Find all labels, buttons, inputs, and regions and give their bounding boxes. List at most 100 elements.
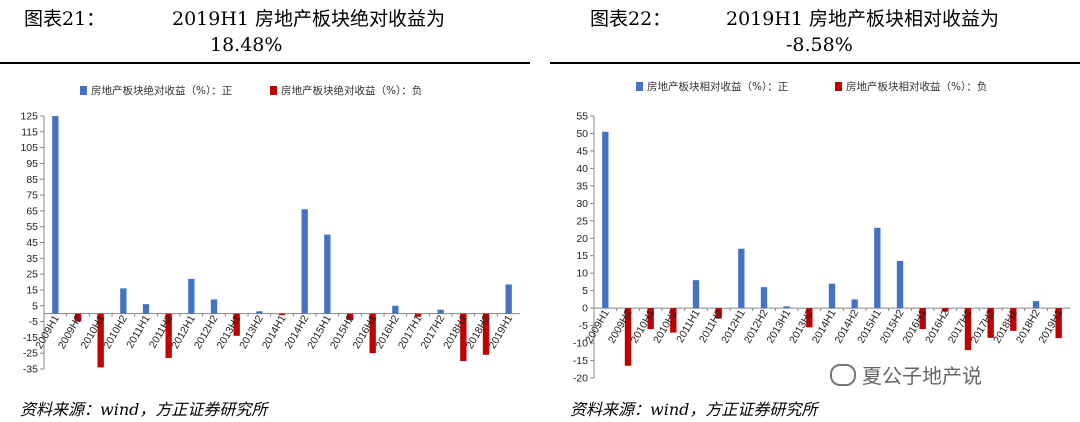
source-note: 资料来源：wind，方正证券研究所 (570, 400, 818, 419)
figure-label: 图表21： (24, 8, 106, 30)
bar (828, 283, 836, 309)
bar (964, 308, 972, 351)
bar (1010, 308, 1017, 331)
legend-swatch (80, 86, 87, 95)
bar (647, 308, 654, 330)
y-tick-label: 30 (576, 198, 588, 210)
figure-title: 2019H1 房地产板块相对收益为 (726, 8, 1000, 30)
bar (369, 313, 376, 354)
bar (437, 309, 444, 314)
y-tick-label: 55 (576, 111, 588, 123)
bar (482, 313, 490, 355)
bar (715, 308, 722, 319)
y-tick-label: 15 (26, 284, 38, 296)
y-tick-label: 5 (32, 300, 38, 312)
watermark-text: 夏公子地产说 (862, 364, 982, 388)
y-tick-label: -10 (573, 338, 588, 350)
bar (783, 306, 790, 309)
y-tick-label: 45 (26, 237, 38, 249)
y-tick-label: 105 (20, 142, 38, 154)
bar (346, 313, 354, 320)
y-tick-label: 65 (26, 205, 38, 217)
bar-chart-relative-return: 房地产板块相对收益（%）：正 房地产板块相对收益（%）：负 -20 -15 -10 -5 0… (573, 80, 1070, 385)
bar (602, 131, 609, 309)
bar (460, 313, 467, 362)
y-tick-label: 115 (21, 126, 38, 138)
y-tick-label: 85 (26, 174, 38, 186)
figure-title-value: -8.58% (786, 34, 853, 56)
legend-label: 房地产板块相对收益（%）：负 (846, 80, 987, 93)
chart-panel-relative: 图表22： 2019H1 房地产板块相对收益为 -8.58% 房地产板块相对收益… (550, 0, 1080, 422)
bar (392, 305, 399, 314)
bar (874, 227, 881, 309)
y-tick-label: 10 (576, 268, 588, 280)
legend-entry: 房地产板块相对收益（%）：负 (835, 80, 987, 93)
bar-chart-absolute-return: 房地产板块绝对收益（%）：正 房地产板块绝对收益（%）：负 -35 -25 -15 -5 5… (20, 84, 520, 376)
watermark: 夏公子地产说 (830, 360, 982, 389)
bar (670, 308, 677, 333)
y-tick-label: 20 (576, 233, 588, 245)
y-tick-label: 0 (582, 303, 588, 315)
bar (738, 248, 745, 309)
legend-entry: 房地产板块绝对收益（%）：负 (270, 84, 422, 97)
bar (942, 308, 949, 312)
title-rule (550, 62, 1080, 64)
bar (1032, 301, 1040, 309)
bar (324, 234, 331, 314)
y-tick-label: 35 (26, 253, 38, 265)
y-tick-label: 25 (576, 215, 588, 227)
y-tick-label: -5 (579, 320, 588, 332)
legend-swatch (835, 82, 842, 91)
bar (806, 308, 813, 328)
source-note: 资料来源：wind，方正证券研究所 (20, 400, 268, 419)
bar (505, 284, 512, 314)
y-tick-label: -20 (573, 373, 588, 385)
bar (624, 308, 632, 366)
legend-label: 房地产板块绝对收益（%）：负 (281, 84, 422, 97)
bar (256, 311, 263, 314)
y-tick-label: 50 (576, 128, 588, 140)
y-tick-label: 45 (576, 145, 588, 157)
bar (97, 313, 104, 368)
bar (987, 308, 994, 338)
bar (301, 209, 308, 314)
bar (210, 299, 218, 314)
y-tick-label: -35 (23, 364, 38, 376)
y-tick-label: 95 (26, 158, 38, 170)
bar (165, 313, 172, 358)
y-tick-label: -15 (573, 355, 588, 367)
bar (692, 280, 700, 309)
y-tick-label: 5 (582, 285, 588, 297)
bar (760, 287, 768, 309)
bar (919, 308, 926, 330)
legend-entry: 房地产板块相对收益（%）：正 (636, 80, 788, 93)
bar (851, 299, 858, 309)
bar (188, 278, 195, 314)
y-tick-label: 75 (26, 190, 38, 202)
bar (52, 116, 59, 314)
y-tick-label: -5 (29, 316, 38, 328)
bar (278, 313, 286, 316)
bar (74, 313, 82, 322)
figure-title: 2019H1 房地产板块绝对收益为 (172, 8, 446, 30)
bar (142, 304, 150, 314)
legend-label: 房地产板块相对收益（%）：正 (647, 80, 788, 93)
bar (896, 260, 904, 309)
y-tick-label: 15 (576, 250, 588, 262)
y-tick-label: 25 (26, 269, 38, 281)
y-tick-label: 35 (576, 180, 588, 192)
y-tick-label: -25 (23, 348, 38, 360)
legend-label: 房地产板块绝对收益（%）：正 (91, 84, 232, 97)
chart-panel-absolute: 图表21： 2019H1 房地产板块绝对收益为 18.48% 房地产板块绝对收益… (0, 0, 530, 422)
y-tick-label: 55 (26, 221, 38, 233)
figure-label: 图表22： (590, 8, 672, 30)
legend-entry: 房地产板块绝对收益（%）：正 (80, 84, 232, 97)
y-tick-label: 125 (20, 111, 38, 123)
legend-swatch (270, 86, 277, 95)
y-tick-label: 40 (576, 163, 588, 175)
bar (414, 313, 422, 317)
legend-swatch (636, 82, 643, 91)
title-rule (0, 62, 530, 64)
y-tick-label: -15 (23, 332, 38, 344)
wechat-icon (830, 363, 856, 386)
